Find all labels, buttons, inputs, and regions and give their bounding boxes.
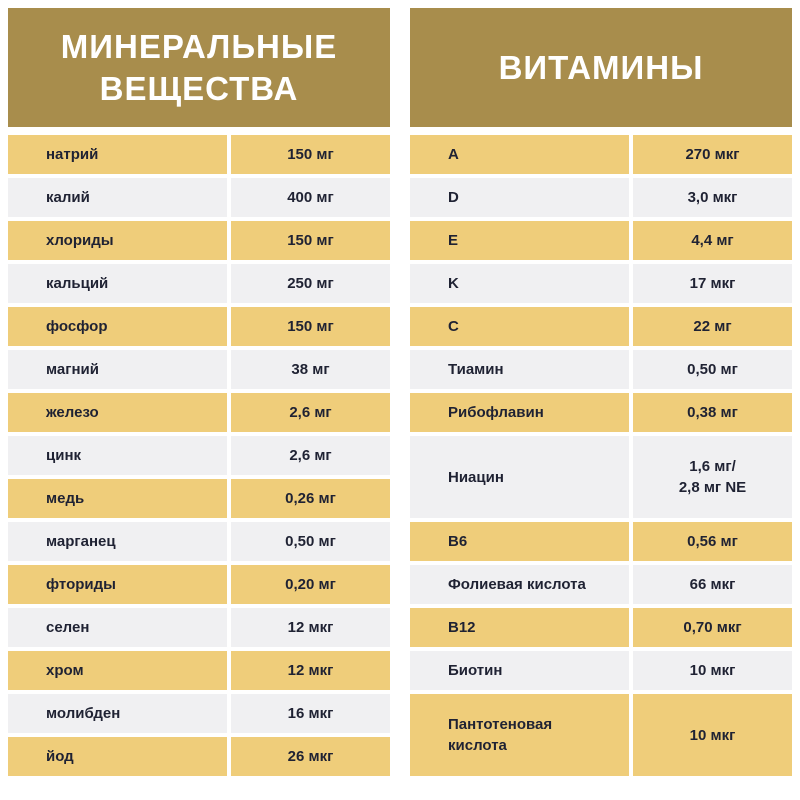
table-row: D 3,0 мкг (410, 178, 792, 217)
table-row: цинк 2,6 мг (8, 436, 390, 475)
table-row: хлориды 150 мг (8, 221, 390, 260)
minerals-table: МИНЕРАЛЬНЫЕ ВЕЩЕСТВА натрий 150 мг калий 40… (8, 8, 390, 780)
nutrient-name: фториды (8, 565, 227, 604)
nutrient-name: натрий (8, 135, 227, 174)
table-row: хром 12 мкг (8, 651, 390, 690)
table-row: фосфор 150 мг (8, 307, 390, 346)
table-row: E 4,4 мг (410, 221, 792, 260)
nutrient-amount: 2,6 мг (231, 436, 390, 475)
nutrient-name: B6 (410, 522, 629, 561)
nutrient-amount: 10 мкг (633, 651, 792, 690)
table-row: селен 12 мкг (8, 608, 390, 647)
nutrient-amount: 150 мг (231, 135, 390, 174)
nutrient-amount: 150 мг (231, 307, 390, 346)
nutrient-amount: 1,6 мг/ 2,8 мг NE (633, 436, 792, 518)
nutrient-name: Пантотеновая кислота (410, 694, 629, 776)
nutrient-name: цинк (8, 436, 227, 475)
table-row: магний 38 мг (8, 350, 390, 389)
table-row: Рибофлавин 0,38 мг (410, 393, 792, 432)
table-row: Тиамин 0,50 мг (410, 350, 792, 389)
table-row: B6 0,56 мг (410, 522, 792, 561)
nutrient-name: марганец (8, 522, 227, 561)
nutrient-name: Тиамин (410, 350, 629, 389)
table-row: B12 0,70 мкг (410, 608, 792, 647)
nutrient-name: селен (8, 608, 227, 647)
nutrient-name: медь (8, 479, 227, 518)
table-row: K 17 мкг (410, 264, 792, 303)
table-row: фториды 0,20 мг (8, 565, 390, 604)
nutrient-amount: 0,20 мг (231, 565, 390, 604)
nutrient-amount: 22 мг (633, 307, 792, 346)
nutrient-name: железо (8, 393, 227, 432)
nutrient-name: хром (8, 651, 227, 690)
nutrient-name: K (410, 264, 629, 303)
table-row: A 270 мкг (410, 135, 792, 174)
nutrient-amount: 0,50 мг (633, 350, 792, 389)
nutrient-name: кальций (8, 264, 227, 303)
nutrient-amount: 0,26 мг (231, 479, 390, 518)
nutrient-amount: 0,38 мг (633, 393, 792, 432)
nutrient-name: A (410, 135, 629, 174)
nutrient-amount: 17 мкг (633, 264, 792, 303)
table-row: C 22 мг (410, 307, 792, 346)
table-row: железо 2,6 мг (8, 393, 390, 432)
nutrient-amount: 26 мкг (231, 737, 390, 776)
nutrient-name: Биотин (410, 651, 629, 690)
minerals-header: МИНЕРАЛЬНЫЕ ВЕЩЕСТВА (8, 8, 390, 127)
nutrient-name: калий (8, 178, 227, 217)
table-row: Биотин 10 мкг (410, 651, 792, 690)
nutrient-amount: 0,70 мкг (633, 608, 792, 647)
nutrient-name: молибден (8, 694, 227, 733)
nutrient-name: B12 (410, 608, 629, 647)
table-row: медь 0,26 мг (8, 479, 390, 518)
table-row: натрий 150 мг (8, 135, 390, 174)
vitamins-header: ВИТАМИНЫ (410, 8, 792, 127)
nutrient-name: C (410, 307, 629, 346)
nutrient-name: Фолиевая кислота (410, 565, 629, 604)
nutrient-amount: 150 мг (231, 221, 390, 260)
table-row: кальций 250 мг (8, 264, 390, 303)
table-row: йод 26 мкг (8, 737, 390, 776)
nutrient-amount: 16 мкг (231, 694, 390, 733)
nutrient-amount: 66 мкг (633, 565, 792, 604)
nutrient-amount: 2,6 мг (231, 393, 390, 432)
nutrient-amount: 400 мг (231, 178, 390, 217)
nutrient-amount: 10 мкг (633, 694, 792, 776)
nutrient-amount: 12 мкг (231, 651, 390, 690)
nutrient-name: магний (8, 350, 227, 389)
nutrient-amount: 0,50 мг (231, 522, 390, 561)
nutrient-name: Ниацин (410, 436, 629, 518)
nutrient-amount: 3,0 мкг (633, 178, 792, 217)
table-row: марганец 0,50 мг (8, 522, 390, 561)
nutrient-amount: 270 мкг (633, 135, 792, 174)
nutrient-name: E (410, 221, 629, 260)
table-row: Ниацин 1,6 мг/ 2,8 мг NE (410, 436, 792, 518)
nutrient-name: хлориды (8, 221, 227, 260)
nutrient-amount: 250 мг (231, 264, 390, 303)
vitamins-table: ВИТАМИНЫ A 270 мкг D 3,0 мкг E 4,4 мг K 17 мкг C… (410, 8, 792, 780)
table-row: калий 400 мг (8, 178, 390, 217)
nutrient-amount: 0,56 мг (633, 522, 792, 561)
table-row: Пантотеновая кислота 10 мкг (410, 694, 792, 776)
nutrient-amount: 4,4 мг (633, 221, 792, 260)
table-row: Фолиевая кислота 66 мкг (410, 565, 792, 604)
nutrient-name: Рибофлавин (410, 393, 629, 432)
table-row: молибден 16 мкг (8, 694, 390, 733)
nutrient-name: D (410, 178, 629, 217)
nutrient-amount: 38 мг (231, 350, 390, 389)
nutrient-name: фосфор (8, 307, 227, 346)
nutrient-name: йод (8, 737, 227, 776)
nutrient-amount: 12 мкг (231, 608, 390, 647)
